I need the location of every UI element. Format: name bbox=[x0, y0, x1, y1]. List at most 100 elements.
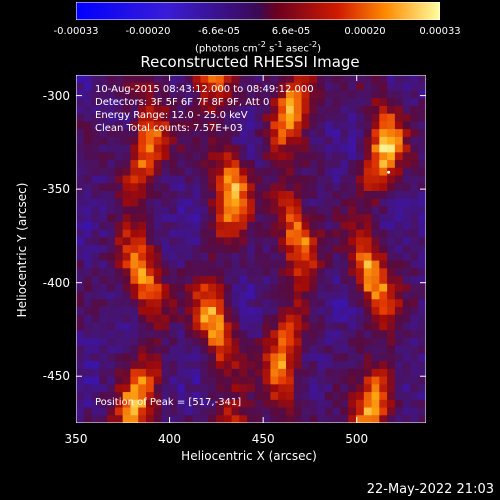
heatmap-cell bbox=[208, 415, 217, 423]
heatmap-cell bbox=[184, 136, 194, 145]
heatmap-cell bbox=[83, 144, 92, 153]
heatmap-cell bbox=[270, 121, 279, 130]
heatmap-cell bbox=[76, 229, 85, 238]
heatmap-cell bbox=[177, 399, 186, 408]
heatmap-cell bbox=[324, 399, 334, 408]
heatmap-cell bbox=[340, 415, 349, 423]
heatmap-cell bbox=[371, 160, 380, 169]
heatmap-cell bbox=[309, 322, 318, 331]
heatmap-cell bbox=[138, 175, 147, 184]
heatmap-cell bbox=[91, 399, 100, 408]
heatmap-cell bbox=[371, 198, 380, 207]
heatmap-cell bbox=[192, 353, 201, 362]
heatmap-cell bbox=[208, 98, 217, 107]
heatmap-cell bbox=[309, 291, 318, 300]
heatmap-cell bbox=[153, 283, 162, 292]
heatmap-cell bbox=[216, 229, 225, 238]
heatmap-cell bbox=[394, 399, 404, 408]
heatmap-cell bbox=[223, 345, 232, 354]
heatmap-cell bbox=[278, 167, 287, 176]
heatmap-cell bbox=[317, 368, 326, 377]
heatmap-cell bbox=[231, 90, 240, 99]
heatmap-cell bbox=[130, 407, 139, 416]
heatmap-cell bbox=[317, 82, 326, 91]
heatmap-cell bbox=[247, 113, 256, 122]
heatmap-cell bbox=[247, 183, 256, 192]
heatmap-cell bbox=[317, 206, 326, 215]
heatmap-cell bbox=[410, 113, 419, 122]
heatmap-cell bbox=[356, 415, 365, 423]
heatmap-cell bbox=[146, 90, 155, 99]
heatmap-cell bbox=[379, 90, 388, 99]
heatmap-cell bbox=[161, 345, 170, 354]
heatmap-cell bbox=[356, 268, 365, 277]
heatmap-cell bbox=[161, 121, 170, 130]
heatmap-cell bbox=[332, 337, 341, 347]
heatmap-cell bbox=[239, 113, 248, 122]
heatmap-cell bbox=[169, 98, 178, 107]
heatmap-cell bbox=[122, 415, 131, 423]
heatmap-cell bbox=[91, 136, 100, 145]
heatmap-cell bbox=[309, 299, 318, 308]
heatmap-cell bbox=[138, 353, 147, 362]
heatmap-cell bbox=[363, 361, 372, 370]
heatmap-cell bbox=[114, 245, 124, 254]
heatmap-cell bbox=[418, 353, 426, 362]
heatmap-cell bbox=[270, 221, 279, 231]
heatmap-cell bbox=[138, 322, 147, 331]
heatmap-cell bbox=[223, 283, 232, 292]
heatmap-cell bbox=[223, 160, 232, 169]
heatmap-cell bbox=[239, 376, 248, 385]
heatmap-cell bbox=[293, 407, 302, 416]
annotation-detectors: Detectors: 3F 5F 6F 7F 8F 9F, Att 0 bbox=[95, 97, 270, 108]
heatmap-cell bbox=[402, 384, 411, 393]
heatmap-cell bbox=[107, 221, 116, 231]
heatmap-cell bbox=[192, 299, 201, 308]
heatmap-cell bbox=[278, 175, 287, 184]
heatmap-cell bbox=[324, 260, 334, 269]
heatmap-cell bbox=[239, 105, 248, 115]
heatmap-cell bbox=[107, 314, 116, 323]
heatmap-cell bbox=[379, 276, 388, 285]
heatmap-cell bbox=[161, 283, 170, 292]
heatmap-cell bbox=[286, 191, 295, 200]
heatmap-cell bbox=[363, 330, 372, 339]
heatmap-cell bbox=[332, 399, 341, 408]
heatmap-cell bbox=[286, 337, 295, 347]
heatmap-cell bbox=[309, 392, 318, 401]
heatmap-cell bbox=[332, 167, 341, 176]
heatmap-cell bbox=[301, 237, 310, 246]
heatmap-cell bbox=[262, 237, 271, 246]
heatmap-cell bbox=[239, 291, 248, 300]
heatmap-cell bbox=[76, 175, 85, 184]
heatmap-cell bbox=[340, 291, 349, 300]
heatmap-cell bbox=[83, 353, 92, 362]
heatmap-cell bbox=[379, 415, 388, 423]
heatmap-cell bbox=[278, 307, 287, 316]
heatmap-cell bbox=[107, 252, 116, 261]
heatmap-cell bbox=[324, 175, 334, 184]
heatmap-cell bbox=[99, 376, 108, 385]
heatmap-cell bbox=[363, 98, 372, 107]
heatmap-cell bbox=[410, 415, 419, 423]
heatmap-cell bbox=[76, 129, 85, 138]
heatmap-cell bbox=[371, 415, 380, 423]
heatmap-cell bbox=[223, 144, 232, 153]
heatmap-cell bbox=[262, 160, 271, 169]
heatmap-cell bbox=[348, 175, 357, 184]
heatmap-cell bbox=[387, 384, 396, 393]
heatmap-cell bbox=[177, 214, 186, 223]
heatmap-cell bbox=[99, 105, 108, 115]
heatmap-cell bbox=[254, 144, 264, 153]
heatmap-cell bbox=[76, 415, 85, 423]
heatmap-cell bbox=[286, 361, 295, 370]
heatmap-cell bbox=[231, 361, 240, 370]
heatmap-cell bbox=[286, 82, 295, 91]
heatmap-cell bbox=[278, 98, 287, 107]
heatmap-cell bbox=[208, 206, 217, 215]
heatmap-cell bbox=[146, 361, 155, 370]
heatmap-cell bbox=[107, 291, 116, 300]
heatmap-cell bbox=[177, 245, 186, 254]
heatmap-cell bbox=[356, 113, 365, 122]
heatmap-cell bbox=[363, 198, 372, 207]
